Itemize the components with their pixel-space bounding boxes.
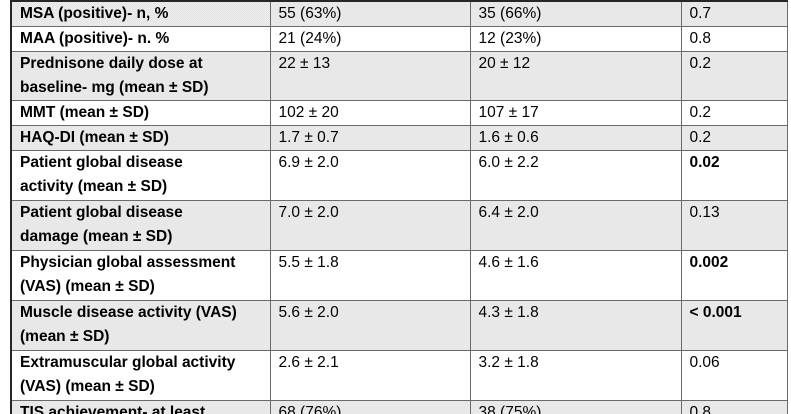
group1-value-cell: 102 ± 20 xyxy=(269,100,471,126)
table-row: Patient global disease activity (mean ± … xyxy=(10,150,788,201)
group1-value-cell: 68 (76%) xyxy=(269,400,471,414)
table-row: Prednisone daily dose at baseline- mg (m… xyxy=(10,51,788,101)
pvalue-cell: 0.8 xyxy=(680,400,788,414)
group1-value-cell: 7.0 ± 2.0 xyxy=(269,200,471,251)
group1-value-cell: 6.9 ± 2.0 xyxy=(269,150,471,201)
pvalue-cell: < 0.001 xyxy=(680,300,788,351)
group2-value-cell: 1.6 ± 0.6 xyxy=(469,125,682,151)
group1-value-cell: 5.6 ± 2.0 xyxy=(269,300,471,351)
row-label-cell: Patient global disease damage (mean ± SD… xyxy=(10,200,271,251)
table-row: Muscle disease activity (VAS) (mean ± SD… xyxy=(10,300,788,351)
clinical-outcomes-table: MSA (positive)- n, % 55 (63%) 35 (66%) 0.7 M… xyxy=(10,0,788,414)
group1-value-cell: 1.7 ± 0.7 xyxy=(269,125,471,151)
pvalue-cell: 0.06 xyxy=(680,350,788,401)
table-row: MAA (positive)- n. % 21 (24%) 12 (23%) 0.8 xyxy=(10,26,788,52)
pvalue-cell: 0.002 xyxy=(680,250,788,301)
table-row: Extramuscular global activity (VAS) (mea… xyxy=(10,350,788,401)
row-label-cell: TIS achievement- at least xyxy=(10,400,271,414)
pvalue-cell: 0.7 xyxy=(680,0,788,27)
table-row: Physician global assessment (VAS) (mean … xyxy=(10,250,788,301)
group1-value-cell: 55 (63%) xyxy=(269,0,471,27)
group1-value-cell: 22 ± 13 xyxy=(269,51,471,101)
table-row: MSA (positive)- n, % 55 (63%) 35 (66%) 0.7 xyxy=(10,0,788,27)
group2-value-cell: 107 ± 17 xyxy=(469,100,682,126)
pvalue-cell: 0.8 xyxy=(680,26,788,52)
row-label-cell: Muscle disease activity (VAS) (mean ± SD… xyxy=(10,300,271,351)
row-label-cell: MSA (positive)- n, % xyxy=(10,0,271,27)
group2-value-cell: 12 (23%) xyxy=(469,26,682,52)
table-row: MMT (mean ± SD) 102 ± 20 107 ± 17 0.2 xyxy=(10,100,788,126)
pvalue-cell: 0.2 xyxy=(680,125,788,151)
group2-value-cell: 6.4 ± 2.0 xyxy=(469,200,682,251)
table-row: TIS achievement- at least 68 (76%) 38 (75%… xyxy=(10,400,788,414)
group2-value-cell: 3.2 ± 1.8 xyxy=(469,350,682,401)
pvalue-cell: 0.2 xyxy=(680,51,788,101)
group1-value-cell: 2.6 ± 2.1 xyxy=(269,350,471,401)
row-label-cell: Extramuscular global activity (VAS) (mea… xyxy=(10,350,271,401)
group2-value-cell: 20 ± 12 xyxy=(469,51,682,101)
group2-value-cell: 4.3 ± 1.8 xyxy=(469,300,682,351)
pvalue-cell: 0.2 xyxy=(680,100,788,126)
group1-value-cell: 5.5 ± 1.8 xyxy=(269,250,471,301)
row-label-cell: Physician global assessment (VAS) (mean … xyxy=(10,250,271,301)
group2-value-cell: 38 (75%) xyxy=(469,400,682,414)
pvalue-cell: 0.13 xyxy=(680,200,788,251)
pvalue-cell: 0.02 xyxy=(680,150,788,201)
row-label-cell: MAA (positive)- n. % xyxy=(10,26,271,52)
table-body: MSA (positive)- n, % 55 (63%) 35 (66%) 0.7 M… xyxy=(10,0,788,414)
group2-value-cell: 6.0 ± 2.2 xyxy=(469,150,682,201)
table-row: Patient global disease damage (mean ± SD… xyxy=(10,200,788,251)
group2-value-cell: 35 (66%) xyxy=(469,0,682,27)
row-label-cell: Prednisone daily dose at baseline- mg (m… xyxy=(10,51,271,101)
table-row: HAQ-DI (mean ± SD) 1.7 ± 0.7 1.6 ± 0.6 0.2 xyxy=(10,125,788,151)
group1-value-cell: 21 (24%) xyxy=(269,26,471,52)
row-label-cell: Patient global disease activity (mean ± … xyxy=(10,150,271,201)
row-label-cell: MMT (mean ± SD) xyxy=(10,100,271,126)
group2-value-cell: 4.6 ± 1.6 xyxy=(469,250,682,301)
row-label-cell: HAQ-DI (mean ± SD) xyxy=(10,125,271,151)
